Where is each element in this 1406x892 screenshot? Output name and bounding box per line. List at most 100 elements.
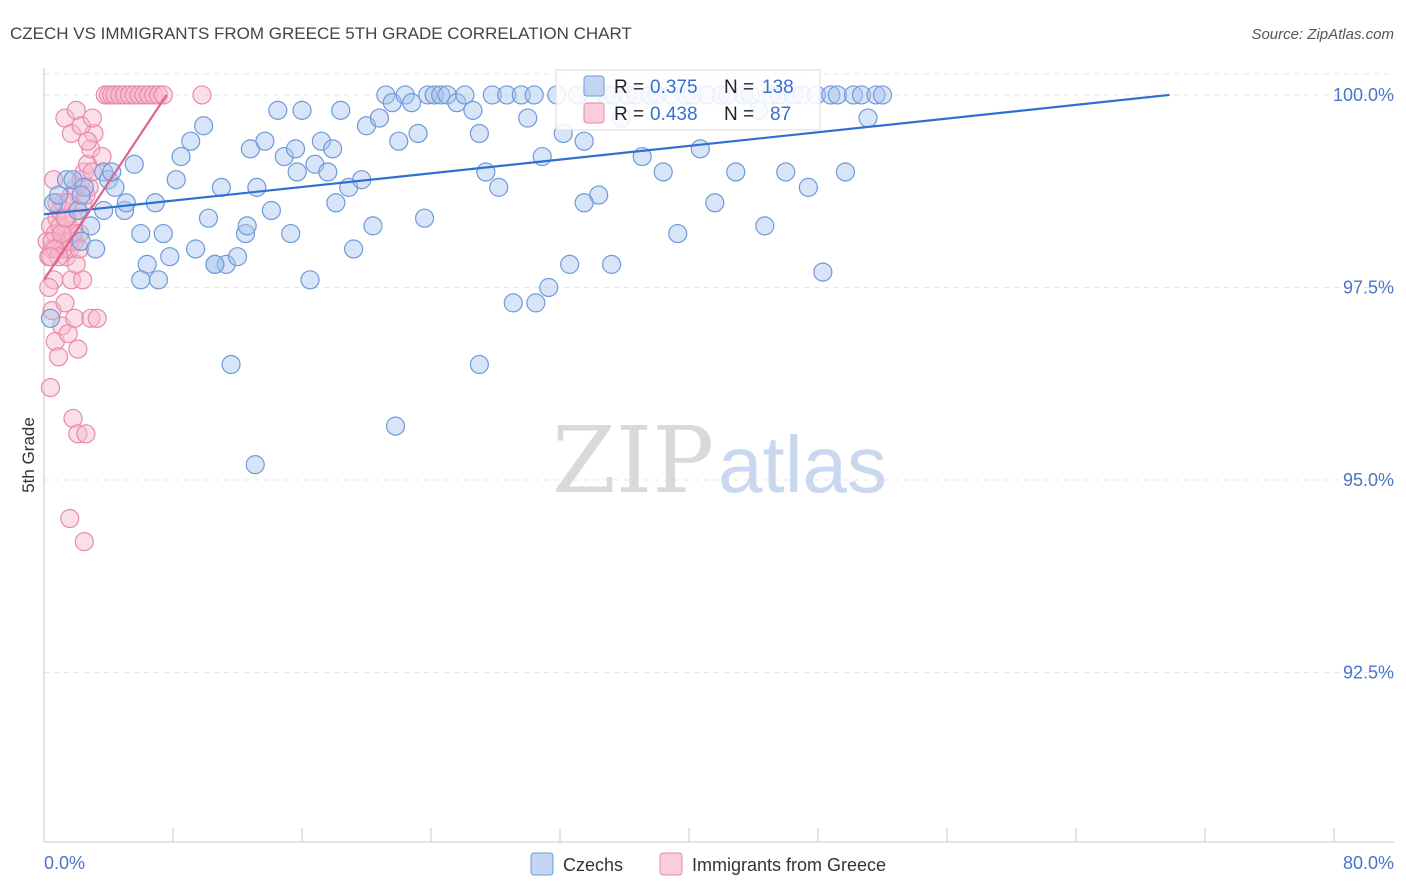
scatter-point	[431, 85, 451, 105]
scatter-point	[469, 354, 489, 375]
scatter-point	[124, 154, 144, 174]
scatter-point	[255, 131, 275, 151]
scatter-point	[81, 139, 101, 159]
scatter-point	[66, 100, 86, 120]
y-tick-label: 100.0%	[1333, 85, 1394, 105]
watermark: ZIP atlas	[552, 407, 887, 514]
legend-czechs-n-value: 138	[762, 77, 794, 98]
scatter-point	[131, 223, 151, 244]
scatter-point	[497, 85, 517, 105]
scatter-point	[690, 139, 710, 159]
scatter-point	[166, 170, 186, 190]
watermark-atlas: atlas	[718, 420, 887, 509]
scatter-point	[87, 308, 107, 328]
scatter-point	[560, 254, 580, 274]
x-axis-ticks	[43, 828, 1335, 842]
scatter-point	[56, 170, 77, 190]
scatter-point	[65, 308, 85, 328]
scatter-point	[414, 208, 435, 228]
scatter-point	[518, 108, 538, 128]
legend-bottom: Czechs Immigrants from Greece	[530, 852, 886, 876]
scatter-point	[74, 162, 94, 182]
scatter-point	[85, 239, 106, 259]
legend-bottom-greece-swatch	[659, 852, 683, 876]
scatter-point	[872, 85, 893, 105]
series-czechs	[40, 85, 893, 475]
scatter-point	[526, 293, 546, 313]
scatter-point	[326, 193, 346, 213]
scatter-point	[237, 216, 257, 236]
scatter-point	[726, 162, 746, 182]
scatter-point	[574, 193, 594, 213]
scatter-point	[668, 223, 688, 244]
scatter-point	[105, 85, 125, 105]
watermark-zip: ZIP	[552, 407, 714, 514]
gridlines	[44, 73, 1394, 674]
scatter-point	[369, 108, 389, 128]
legend-bottom-czechs-label: Czechs	[563, 855, 623, 875]
legend-bottom-greece-label: Immigrants from Greece	[692, 855, 886, 875]
scatter-point	[40, 247, 61, 267]
scatter-point	[287, 162, 307, 182]
scatter-point	[221, 354, 241, 375]
y-tick-label: 92.5%	[1343, 663, 1394, 683]
scatter-point	[843, 85, 864, 105]
legend-greece-n-value: 87	[770, 104, 791, 125]
scatter-point	[821, 85, 841, 105]
scatter-point	[131, 270, 151, 290]
scatter-point	[274, 146, 294, 167]
scatter-point	[574, 131, 594, 151]
scatter-point	[323, 139, 343, 159]
scatter-point	[129, 85, 149, 105]
legend-czechs-r-label: R =	[614, 77, 644, 98]
scatter-point	[116, 193, 136, 213]
scatter-point	[851, 85, 872, 105]
scatter-point	[503, 293, 523, 313]
legend-czechs-swatch	[583, 75, 605, 97]
scatter-point	[198, 208, 219, 228]
scatter-point	[48, 347, 69, 367]
scatter-point	[463, 100, 483, 120]
scatter-point	[539, 277, 559, 298]
scatter-point	[153, 85, 173, 105]
scatter-point	[755, 216, 775, 236]
scatter-point	[115, 85, 135, 105]
scatter-point	[61, 270, 82, 290]
scatter-point	[82, 162, 102, 182]
series-immigrants-from-greece	[37, 85, 212, 552]
scatter-point	[63, 170, 83, 190]
scatter-point	[76, 424, 96, 444]
legend-top: R = 0.375 N = 138 R = 0.438 N = 87	[555, 69, 821, 131]
scatter-point	[216, 254, 236, 274]
scatter-point	[601, 254, 622, 274]
trend-lines	[43, 93, 1170, 281]
trend-line-czechs	[43, 93, 1170, 216]
scatter-point	[798, 177, 818, 197]
trend-line-greece	[43, 94, 168, 281]
scatter-point	[245, 455, 265, 475]
scatter-point	[455, 85, 475, 105]
scatter-point	[82, 108, 102, 128]
scatter-point	[408, 123, 428, 144]
scatter-point	[482, 85, 502, 105]
scatter-point	[292, 100, 312, 120]
scatter-point	[153, 223, 173, 244]
x-tick-label-min: 0.0%	[44, 853, 85, 873]
scatter-point	[866, 85, 886, 105]
scatter-point	[74, 532, 94, 552]
y-tick-label: 97.5%	[1343, 277, 1394, 297]
scatter-point	[68, 339, 88, 359]
scatter-point	[363, 216, 383, 236]
legend-bottom-czechs-swatch	[530, 852, 554, 876]
scatter-point	[110, 85, 130, 105]
scatter-point	[235, 223, 256, 244]
scatter-point	[40, 308, 61, 328]
scatter-point	[385, 416, 406, 436]
scatter-point	[344, 239, 364, 259]
chart-source: Source: ZipAtlas.com	[1251, 26, 1394, 43]
scatter-point	[227, 247, 248, 267]
scatter-point	[69, 239, 90, 259]
scatter-point	[776, 162, 796, 182]
legend-greece-r-label: R =	[614, 104, 644, 125]
scatter-point	[858, 108, 878, 128]
